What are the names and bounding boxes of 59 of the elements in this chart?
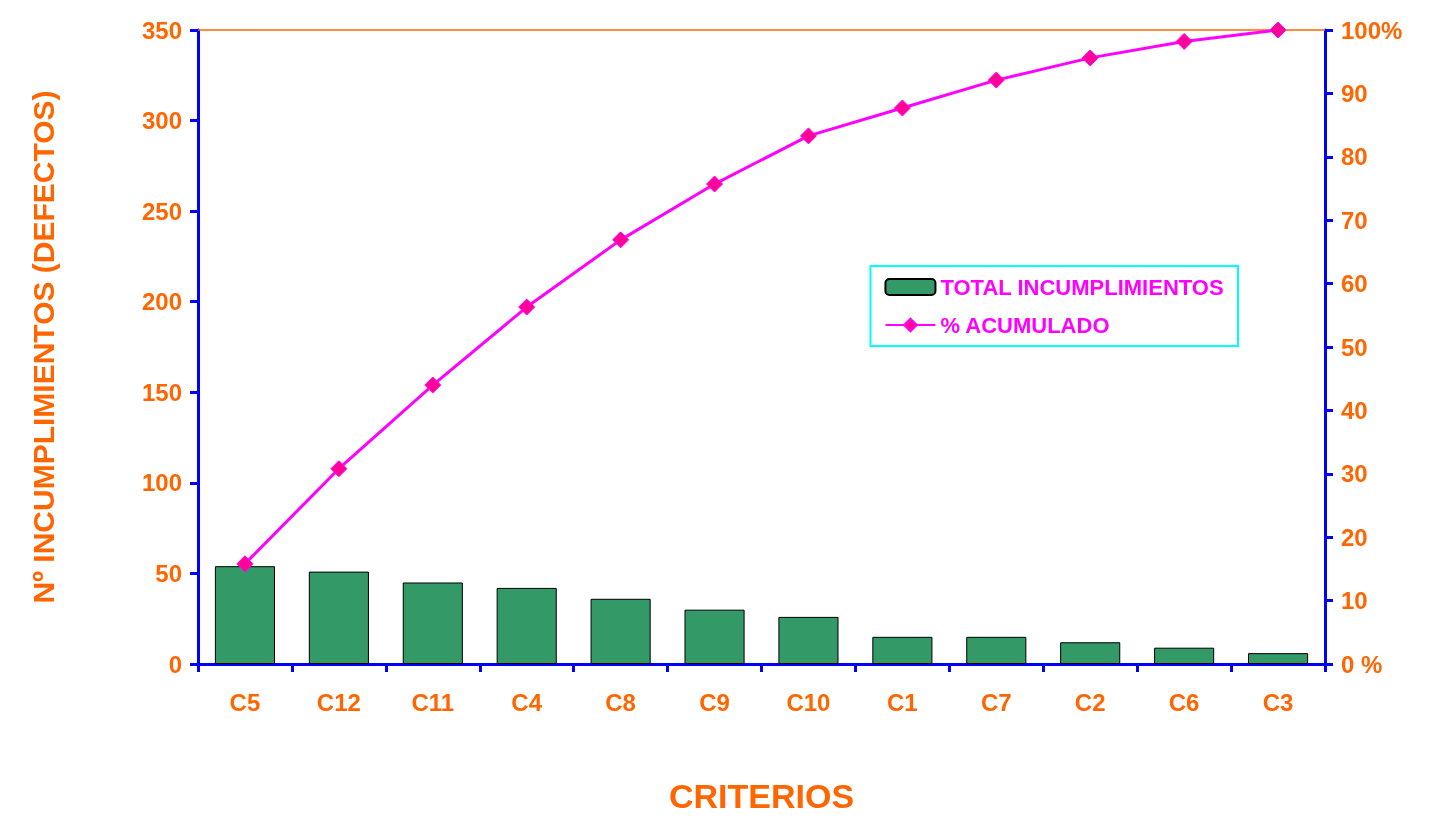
- bar: [214, 566, 276, 664]
- y2-tick-label: 50: [1341, 333, 1368, 361]
- y-tick-label: 200: [141, 288, 182, 316]
- y2-tick-label: 60: [1341, 270, 1368, 298]
- y2-tick-label: 0 %: [1341, 650, 1383, 678]
- point: [236, 555, 254, 573]
- y2-tick-label: 40: [1341, 396, 1368, 424]
- x-tick-label: C5: [229, 688, 261, 716]
- x-tick-label: C11: [411, 688, 455, 716]
- point: [893, 99, 911, 117]
- bar: [1060, 642, 1121, 664]
- x-tick-label: C12: [316, 688, 361, 716]
- point: [518, 298, 536, 316]
- point: [1269, 21, 1287, 39]
- y-tick-label: 50: [155, 559, 182, 587]
- y-tick-label: 350: [141, 16, 182, 44]
- point: [330, 460, 348, 478]
- y2-tick-label: 20: [1341, 523, 1368, 551]
- bar: [1247, 653, 1309, 664]
- bar: [402, 582, 463, 664]
- point: [799, 127, 817, 145]
- bar: [1154, 647, 1215, 664]
- y2-tick-label: 70: [1341, 206, 1368, 234]
- x-tick-label: C10: [786, 688, 831, 716]
- bar: [872, 636, 933, 664]
- y2-tick-label: 10: [1341, 587, 1368, 615]
- x-tick-label: C2: [1074, 688, 1106, 716]
- x-tick-label: C9: [699, 688, 730, 716]
- bar: [778, 616, 839, 664]
- y2-tick-label: 100%: [1341, 16, 1403, 44]
- x-tick-label: C8: [605, 688, 636, 716]
- point: [424, 376, 442, 394]
- y2-tick-label: 80: [1341, 143, 1368, 171]
- legend-label: % ACUMULADO: [940, 312, 1110, 338]
- x-tick-label: C4: [511, 688, 543, 716]
- bar: [496, 587, 557, 664]
- y-tick-label: 100: [141, 469, 182, 497]
- y2-tick-label: 90: [1341, 79, 1368, 107]
- x-tick-label: C6: [1168, 688, 1200, 716]
- y-tick-label: 300: [141, 107, 182, 135]
- y-tick-label: 0: [168, 650, 182, 678]
- point: [1081, 49, 1099, 67]
- bar: [590, 598, 651, 664]
- point: [1175, 32, 1193, 50]
- x-axis-title: CRITERIOS: [668, 777, 855, 815]
- legend-label: TOTAL INCUMPLIMIENTOS: [940, 274, 1224, 300]
- bar: [308, 571, 369, 664]
- y-axis-title: Nº INCUMPLIMIENTOS (DEFECTOS): [26, 90, 60, 604]
- x-tick-label: C1: [887, 688, 918, 716]
- y-tick-label: 250: [141, 197, 182, 225]
- bar: [966, 636, 1027, 664]
- bar: [684, 609, 745, 664]
- x-tick-label: C3: [1262, 688, 1294, 716]
- x-tick-label: C7: [980, 688, 1012, 716]
- point: [987, 71, 1005, 89]
- y-tick-label: 150: [141, 378, 182, 406]
- y2-tick-label: 30: [1341, 460, 1368, 488]
- point: [612, 231, 630, 249]
- point: [706, 175, 724, 193]
